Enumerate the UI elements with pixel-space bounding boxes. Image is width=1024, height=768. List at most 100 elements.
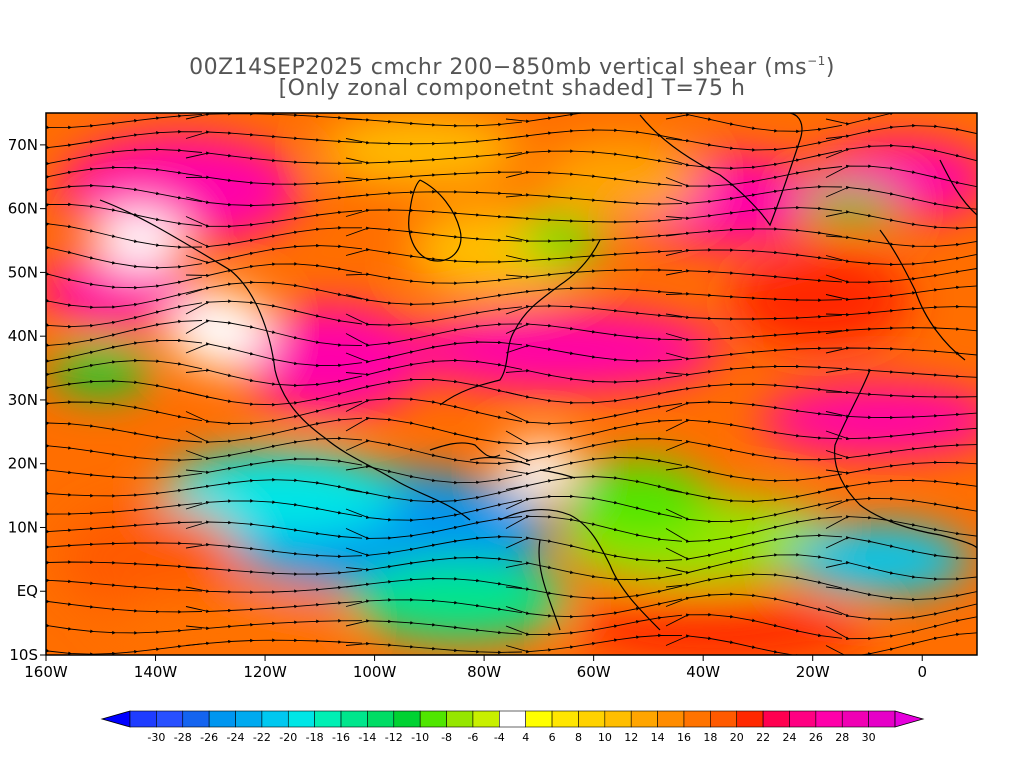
colorbar-swatch — [182, 710, 210, 728]
streamline — [665, 418, 843, 440]
streamline — [665, 136, 843, 152]
streamline — [345, 152, 523, 165]
colorbar-label: -20 — [279, 731, 297, 744]
lon-tick-label: 140W — [134, 663, 178, 681]
colorbar-swatch — [868, 710, 896, 728]
streamline — [825, 123, 977, 139]
streamline — [825, 411, 977, 420]
streamline — [46, 578, 203, 592]
colorbar: -30 -28 -26 -24 -22 -20 -18 -16 -14 -12 -10 -8 -6 -4 4… — [100, 710, 925, 744]
colorbar-max-arrow — [894, 710, 925, 728]
streamline — [345, 576, 523, 589]
streamline — [825, 426, 977, 441]
streamline — [345, 439, 523, 466]
streamline — [505, 536, 683, 563]
streamline — [46, 113, 203, 130]
streamline — [46, 272, 203, 290]
colorbar-swatch — [578, 710, 606, 728]
streamline — [345, 486, 523, 504]
streamline — [505, 455, 683, 476]
shading-region — [800, 190, 900, 220]
streamline — [345, 117, 523, 128]
streamline — [46, 165, 203, 179]
streamline — [345, 396, 523, 422]
colorbar-label: -18 — [306, 731, 324, 744]
streamline — [665, 330, 843, 342]
plot-frame — [45, 112, 978, 656]
streamline — [46, 643, 203, 655]
streamline — [185, 638, 363, 646]
streamline — [665, 400, 843, 417]
colorbar-label: -14 — [358, 731, 376, 744]
streamline — [505, 170, 683, 187]
streamline — [665, 572, 843, 589]
streamline — [665, 184, 843, 205]
colorbar-label: 22 — [756, 731, 770, 744]
colorbar-swatch — [710, 710, 738, 728]
colorbar-label: 16 — [677, 731, 691, 744]
streamline — [185, 130, 363, 144]
colorbar-min-arrow — [100, 710, 131, 728]
shading-region — [540, 140, 700, 220]
streamline — [825, 252, 977, 267]
colorbar-label: -30 — [147, 731, 165, 744]
streamline — [505, 268, 683, 279]
colorbar-swatch — [446, 710, 474, 728]
streamline — [185, 262, 363, 278]
streamline — [665, 634, 822, 655]
shading-region — [570, 460, 710, 540]
streamline — [825, 325, 977, 334]
streamline — [345, 208, 523, 219]
shading-region — [320, 115, 520, 185]
streamline — [505, 598, 683, 619]
lon-tick-label: 20W — [796, 663, 830, 681]
streamline — [825, 304, 977, 317]
streamline — [505, 633, 683, 654]
streamline — [505, 193, 683, 206]
shading-region — [50, 345, 150, 395]
streamline — [185, 477, 363, 493]
lat-tick-label: EQ — [17, 582, 38, 600]
streamline — [665, 364, 843, 377]
colorbar-label: 20 — [730, 731, 744, 744]
colorbar-swatch — [551, 710, 579, 728]
colorbar-swatch — [657, 710, 685, 728]
streamline — [185, 457, 363, 475]
colorbar-swatch — [789, 710, 817, 728]
streamline — [46, 379, 203, 397]
streamline — [46, 623, 203, 635]
lat-tick-label: 30N — [8, 391, 38, 409]
streamline — [46, 202, 203, 227]
colorbar-label: 10 — [598, 731, 612, 744]
colorbar-swatch — [367, 710, 395, 728]
streamline — [825, 113, 977, 126]
streamline — [505, 286, 683, 295]
streamline — [825, 460, 977, 475]
streamline — [505, 585, 683, 601]
shading-region — [400, 310, 720, 390]
streamline — [665, 382, 843, 393]
streamline — [345, 226, 523, 243]
streamline — [345, 597, 523, 614]
streamline — [185, 600, 363, 614]
streamline — [665, 552, 843, 575]
streamlines — [46, 113, 977, 655]
lat-tick-label: 10N — [8, 518, 38, 536]
streamline — [345, 272, 523, 286]
colorbar-label: 8 — [575, 731, 582, 744]
streamline — [825, 164, 977, 189]
streamline — [825, 442, 977, 460]
colorbar-swatch — [419, 710, 447, 728]
colorbar-swatch — [604, 710, 632, 728]
colorbar-label: 14 — [651, 731, 665, 744]
streamline — [185, 175, 363, 187]
streamline — [345, 534, 523, 557]
colorbar-swatch — [235, 710, 263, 728]
streamline — [505, 249, 683, 263]
streamline — [665, 269, 843, 283]
colorbar-label: 12 — [624, 731, 638, 744]
chart-title-line-2: [Only zonal componetnt shaded] T=75 h — [278, 76, 746, 101]
streamline — [185, 499, 363, 518]
colorbar-label: -24 — [227, 731, 245, 744]
